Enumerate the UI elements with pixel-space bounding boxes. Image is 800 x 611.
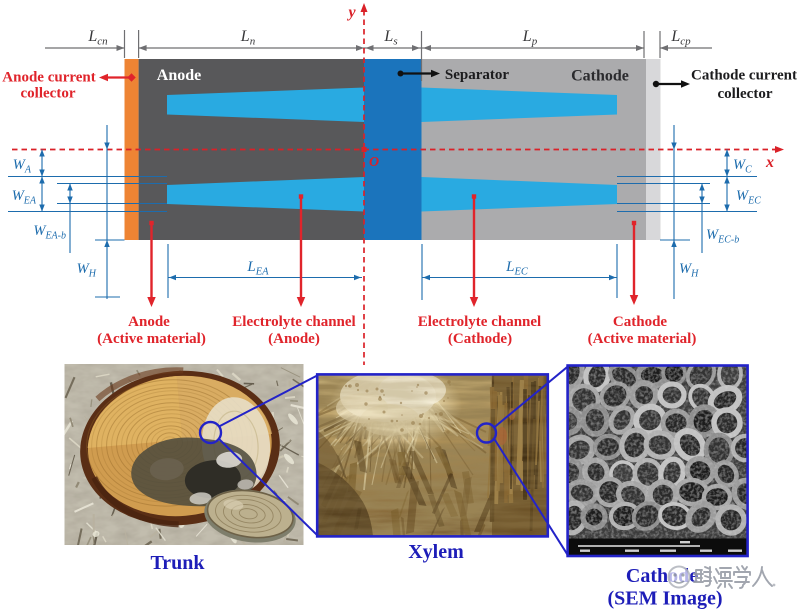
svg-text:collector: collector bbox=[718, 86, 773, 102]
svg-text:Separator: Separator bbox=[445, 67, 509, 83]
svg-text:Cathode: Cathode bbox=[571, 68, 629, 85]
svg-text:(Cathode): (Cathode) bbox=[448, 331, 512, 347]
svg-text:O: O bbox=[369, 155, 379, 170]
svg-text:y: y bbox=[346, 4, 356, 21]
svg-text:Electrolyte channel: Electrolyte channel bbox=[418, 314, 541, 330]
svg-text:Trunk: Trunk bbox=[150, 552, 205, 574]
svg-text:collector: collector bbox=[21, 86, 76, 102]
svg-text:Anode: Anode bbox=[128, 314, 170, 330]
svg-text:(Active material): (Active material) bbox=[588, 331, 697, 347]
svg-text:Cathode: Cathode bbox=[613, 314, 668, 330]
svg-text:(SEM Image): (SEM Image) bbox=[608, 588, 723, 610]
svg-text:x: x bbox=[765, 154, 774, 171]
svg-text:(Anode): (Anode) bbox=[268, 331, 320, 347]
svg-text:(Active material): (Active material) bbox=[97, 331, 206, 347]
svg-text:Xylem: Xylem bbox=[408, 541, 464, 563]
svg-text:Cathode current: Cathode current bbox=[691, 68, 797, 84]
svg-text:Electrolyte channel: Electrolyte channel bbox=[232, 314, 355, 330]
svg-text:Anode: Anode bbox=[157, 67, 201, 84]
svg-text:Anode current: Anode current bbox=[2, 70, 95, 86]
